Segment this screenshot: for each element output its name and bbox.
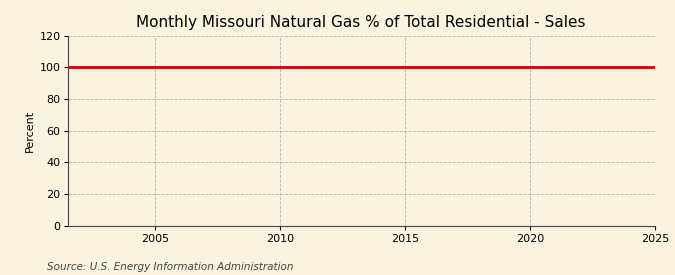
Text: Source: U.S. Energy Information Administration: Source: U.S. Energy Information Administ…	[47, 262, 294, 272]
Y-axis label: Percent: Percent	[25, 109, 35, 152]
Title: Monthly Missouri Natural Gas % of Total Residential - Sales: Monthly Missouri Natural Gas % of Total …	[136, 15, 586, 31]
